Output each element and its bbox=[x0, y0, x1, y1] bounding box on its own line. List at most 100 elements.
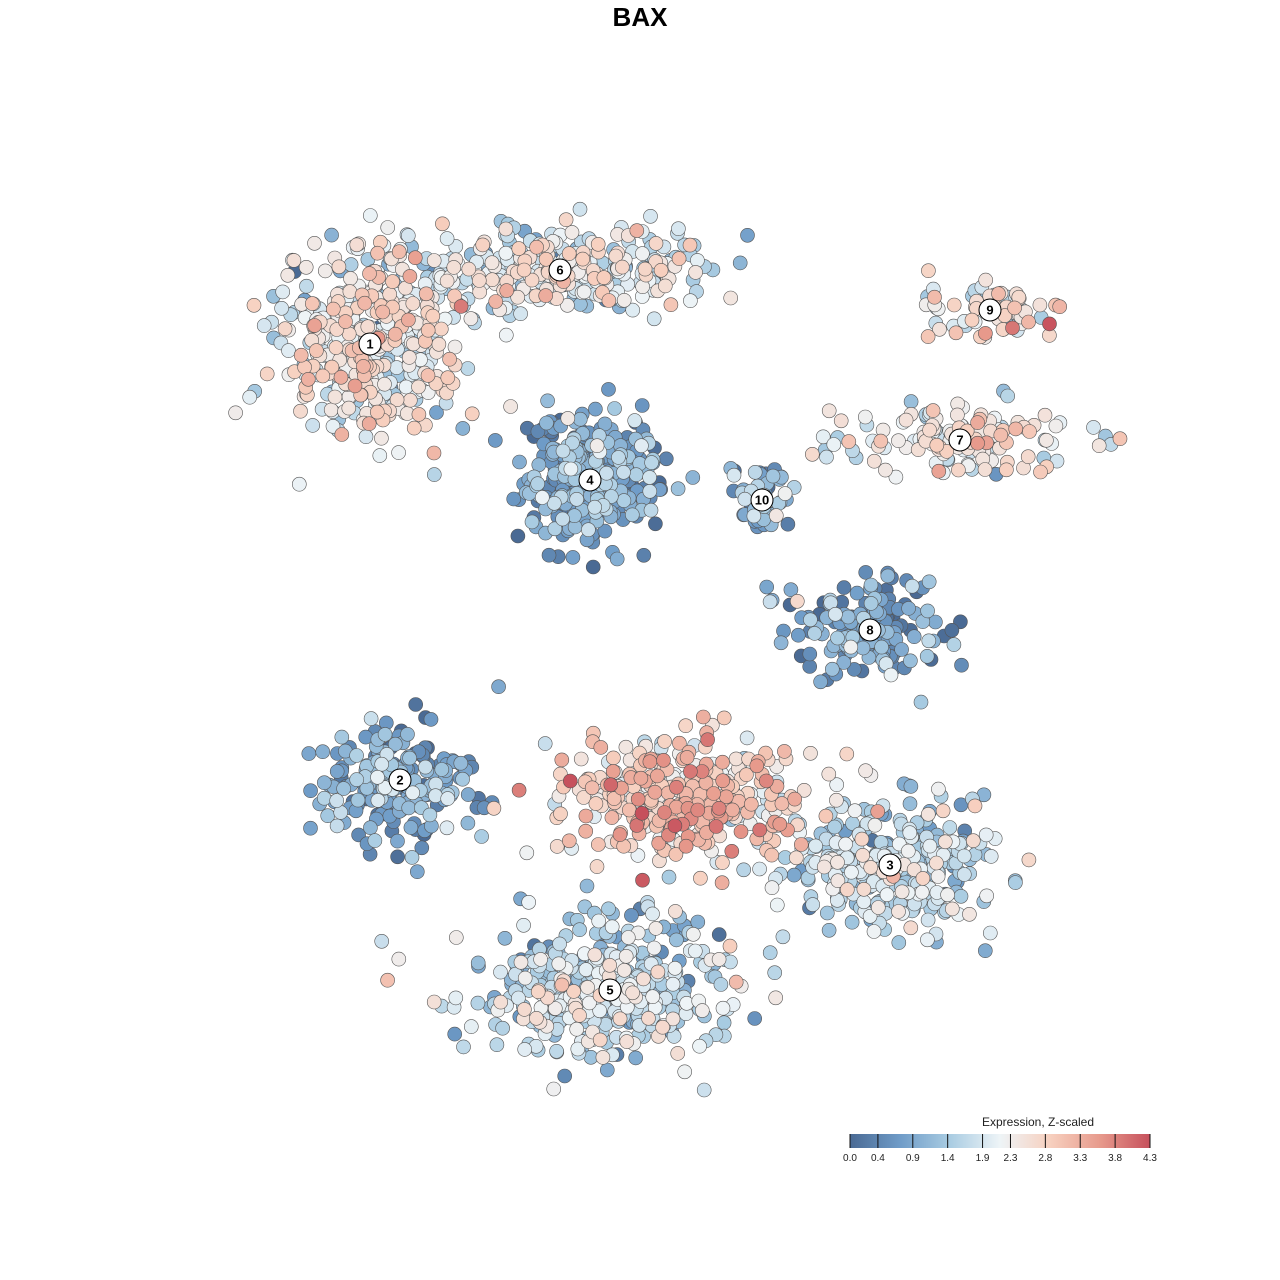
data-point bbox=[390, 833, 405, 849]
data-point bbox=[439, 231, 455, 246]
data-point bbox=[599, 465, 614, 481]
data-point bbox=[616, 962, 632, 978]
data-point bbox=[624, 507, 640, 523]
data-point bbox=[921, 633, 937, 649]
data-point bbox=[580, 980, 595, 995]
data-point bbox=[826, 437, 842, 452]
data-point bbox=[898, 412, 914, 428]
data-point bbox=[408, 697, 424, 712]
data-point bbox=[783, 582, 799, 598]
data-point bbox=[700, 732, 715, 748]
data-point bbox=[464, 406, 480, 422]
data-point bbox=[552, 936, 567, 952]
data-point bbox=[429, 405, 444, 420]
data-point bbox=[511, 241, 527, 256]
data-point bbox=[228, 405, 243, 421]
data-point bbox=[667, 818, 683, 834]
data-point bbox=[307, 236, 322, 251]
data-point bbox=[585, 559, 601, 575]
data-point bbox=[648, 516, 663, 532]
data-point bbox=[554, 752, 570, 768]
legend-tick-label: 0.9 bbox=[906, 1153, 920, 1164]
data-point bbox=[488, 294, 504, 309]
data-point bbox=[547, 521, 563, 537]
data-point bbox=[435, 216, 450, 232]
data-point bbox=[888, 469, 904, 485]
cluster-label-text: 5 bbox=[606, 983, 613, 998]
data-point bbox=[900, 843, 916, 859]
data-point bbox=[470, 995, 486, 1011]
data-point bbox=[625, 985, 640, 1001]
data-point bbox=[305, 418, 321, 433]
data-point bbox=[601, 382, 616, 397]
data-point bbox=[558, 212, 574, 227]
data-point bbox=[930, 869, 946, 884]
data-point bbox=[599, 1062, 615, 1078]
data-point bbox=[788, 850, 804, 866]
data-point bbox=[616, 464, 631, 480]
data-point bbox=[299, 278, 314, 294]
data-point bbox=[426, 253, 442, 268]
data-point bbox=[619, 1034, 635, 1049]
data-point bbox=[420, 322, 436, 338]
data-point bbox=[572, 1008, 587, 1023]
data-point bbox=[304, 296, 320, 311]
data-point bbox=[874, 639, 889, 655]
cluster-label-10: 10 bbox=[750, 488, 774, 512]
data-point bbox=[402, 269, 418, 284]
data-point bbox=[802, 659, 818, 674]
data-point bbox=[391, 951, 407, 967]
cluster-label-badge bbox=[750, 488, 774, 512]
data-point bbox=[844, 864, 859, 880]
data-point bbox=[557, 1068, 573, 1084]
data-point bbox=[363, 711, 379, 726]
data-point bbox=[642, 470, 657, 485]
data-point bbox=[323, 402, 339, 418]
data-point bbox=[903, 779, 919, 794]
data-point bbox=[569, 1021, 585, 1037]
data-point bbox=[891, 904, 906, 919]
data-point bbox=[333, 369, 349, 385]
data-point bbox=[426, 445, 442, 461]
data-point bbox=[706, 786, 721, 801]
data-point bbox=[1033, 464, 1048, 480]
data-point bbox=[824, 661, 840, 677]
data-point bbox=[752, 861, 767, 877]
data-point bbox=[589, 859, 605, 874]
data-point bbox=[372, 448, 388, 463]
data-point bbox=[645, 989, 661, 1005]
data-point bbox=[715, 754, 730, 770]
data-point bbox=[506, 491, 522, 507]
data-point bbox=[549, 839, 565, 854]
data-point bbox=[307, 318, 322, 333]
data-point bbox=[774, 796, 790, 811]
data-point bbox=[597, 523, 613, 539]
data-point bbox=[470, 955, 486, 971]
data-point bbox=[418, 286, 434, 302]
data-point bbox=[411, 407, 427, 422]
data-point bbox=[524, 514, 540, 530]
cluster-label-badge bbox=[978, 298, 1002, 322]
data-point bbox=[920, 603, 935, 619]
data-point bbox=[830, 854, 845, 870]
data-point bbox=[937, 834, 953, 850]
data-point bbox=[793, 837, 809, 852]
data-point bbox=[301, 746, 317, 761]
data-point bbox=[547, 1001, 563, 1016]
data-point bbox=[883, 667, 899, 683]
data-point bbox=[405, 296, 421, 311]
data-point bbox=[746, 508, 762, 524]
data-point bbox=[587, 947, 603, 963]
data-point bbox=[453, 299, 469, 314]
data-point bbox=[870, 900, 886, 915]
data-point bbox=[625, 302, 641, 318]
data-point bbox=[821, 766, 837, 782]
legend-tick-label: 1.4 bbox=[941, 1153, 955, 1164]
data-point bbox=[409, 864, 425, 880]
data-point bbox=[920, 806, 936, 822]
legend-tick-label: 3.3 bbox=[1073, 1153, 1087, 1164]
data-point bbox=[671, 251, 687, 266]
data-point bbox=[588, 796, 604, 811]
data-point bbox=[293, 347, 309, 363]
data-point bbox=[867, 817, 883, 833]
